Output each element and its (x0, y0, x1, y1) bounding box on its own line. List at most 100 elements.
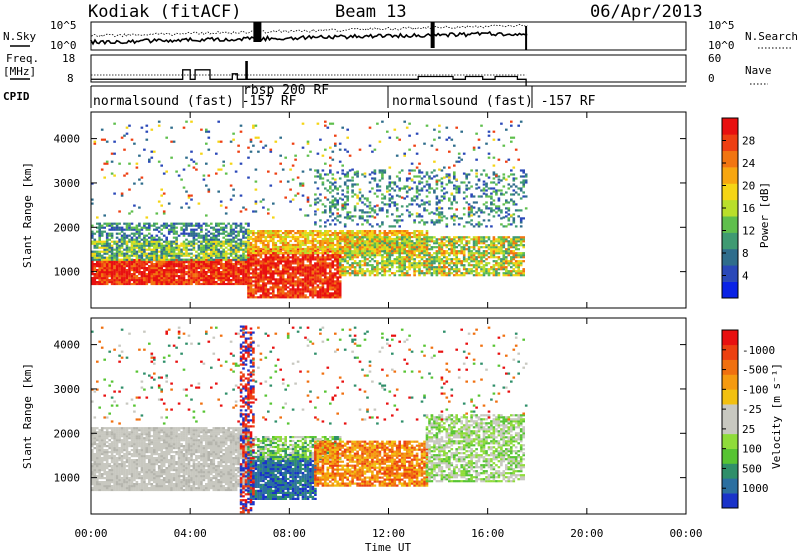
power-cell (257, 284, 260, 287)
power-cell (197, 277, 201, 280)
power-cell (105, 234, 109, 237)
power-cell (381, 270, 384, 273)
power-cell (453, 270, 456, 273)
power-cell (366, 221, 369, 224)
power-cell (281, 284, 285, 287)
power-cell (398, 195, 401, 198)
power-cell (311, 270, 315, 273)
power-cell (405, 270, 409, 273)
power-cell (435, 203, 439, 206)
power-cell (448, 272, 451, 275)
power-cell (391, 266, 394, 269)
power-cell (140, 232, 144, 235)
power-cell (153, 271, 156, 274)
power-cell (244, 277, 248, 280)
power-cell (207, 238, 211, 241)
power-cell (462, 254, 466, 257)
power-cell (361, 209, 364, 212)
power-cell (351, 252, 354, 255)
power-cell (96, 271, 99, 274)
power-cell (219, 261, 223, 264)
power-cell (405, 209, 409, 212)
power-cell (165, 240, 168, 243)
power-cell (239, 222, 243, 225)
power-cell (299, 241, 302, 245)
power-cell (338, 274, 342, 277)
power-cell (430, 264, 434, 267)
power-cell (450, 258, 454, 261)
power-cell (160, 250, 163, 253)
power-cell (326, 243, 330, 247)
power-cell (329, 233, 332, 237)
power-cell (311, 294, 315, 297)
power-cell (279, 274, 282, 277)
power-cell (338, 256, 342, 259)
power-cell (115, 236, 119, 239)
power-cell (229, 242, 233, 245)
power-cell (368, 230, 372, 233)
power-cell (324, 290, 327, 293)
power-cell (110, 240, 114, 243)
power-cell (120, 228, 124, 231)
power-cell (336, 235, 339, 239)
power-cell (490, 256, 493, 259)
power-cell (170, 250, 173, 253)
power-cell (289, 274, 292, 277)
power-cell (185, 273, 188, 276)
power-cell (519, 217, 523, 220)
power-cell (443, 256, 446, 259)
power-cell (470, 258, 473, 261)
power-cell (334, 268, 337, 271)
power-cell (383, 268, 387, 271)
power-cell (343, 236, 347, 239)
power-cell (477, 242, 481, 245)
power-cell (272, 252, 275, 255)
power-cell (502, 173, 506, 176)
power-cell (125, 263, 129, 266)
power-cell (167, 273, 171, 276)
power-cell (301, 274, 305, 277)
power-cell (234, 275, 238, 278)
power-cell (96, 230, 99, 233)
power-cell (341, 270, 344, 273)
power-cell (301, 256, 305, 259)
power-cell (363, 270, 367, 273)
power-cell (343, 266, 347, 269)
power-cell (160, 224, 163, 227)
power-cell (410, 246, 414, 249)
power-cell (93, 238, 97, 241)
power-cell (162, 258, 166, 261)
power-cell (247, 240, 250, 243)
power-cell (200, 250, 203, 253)
power-cell (329, 237, 332, 241)
power-cell (510, 240, 513, 243)
power-cell (348, 243, 352, 247)
power-cell (512, 258, 516, 261)
power-cell (267, 280, 270, 283)
power-cell (381, 175, 384, 178)
power-cell (264, 239, 268, 243)
power-cell (398, 215, 401, 218)
power-cell (274, 296, 278, 299)
power-cell (200, 240, 203, 243)
power-cell (371, 242, 374, 245)
power-cell (386, 260, 389, 263)
power-cell (138, 230, 141, 233)
power-cell (155, 248, 159, 251)
power-cell (393, 225, 397, 228)
power-cell (490, 207, 493, 210)
power-cell (215, 254, 218, 257)
power-cell (182, 263, 186, 266)
power-cell (118, 279, 121, 282)
power-cell (222, 279, 225, 282)
power-cell (100, 240, 104, 243)
power-cell (331, 254, 335, 257)
power-cell (167, 282, 171, 286)
power-cell (229, 265, 233, 268)
power-cell (291, 296, 295, 299)
power-cell (153, 224, 156, 227)
power-cell (319, 276, 322, 279)
power-cell (133, 240, 136, 243)
power-cell (172, 242, 176, 245)
power-cell (286, 249, 290, 253)
